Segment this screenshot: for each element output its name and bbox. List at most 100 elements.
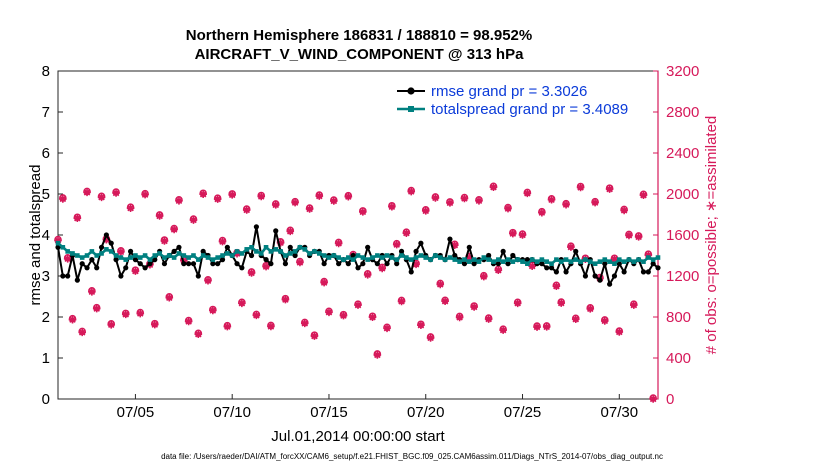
obs-assimilated-point <box>557 299 566 307</box>
spread-point <box>181 253 187 258</box>
spread-point <box>520 259 525 264</box>
spread-point <box>196 257 201 262</box>
obs-assimilated-point <box>165 293 174 302</box>
rmse-point <box>355 265 361 271</box>
x-tick-label: 07/05 <box>117 404 155 421</box>
obs-assimilated-point <box>625 231 633 240</box>
rmse-point <box>650 261 656 267</box>
spread-point <box>573 257 579 262</box>
rmse-point <box>132 257 139 263</box>
obs-assimilated-point <box>204 276 212 285</box>
rmse-point <box>137 261 143 267</box>
spread-point <box>631 259 637 264</box>
rmse-point <box>611 273 618 279</box>
rmse-point <box>200 248 206 254</box>
obs-assimilated-point <box>634 233 643 241</box>
rmse-point <box>118 273 124 279</box>
obs-assimilated-point <box>383 324 391 333</box>
right-tick-label: 800 <box>666 309 691 326</box>
spread-point <box>442 257 448 262</box>
spread-point <box>636 257 641 262</box>
spread-point <box>471 257 477 262</box>
obs-assimilated-point <box>54 236 62 245</box>
spread-point <box>404 255 409 260</box>
rmse-point <box>161 261 168 267</box>
spread-point <box>515 257 520 262</box>
rmse-point <box>292 252 298 259</box>
obs-assimilated-point <box>412 260 420 269</box>
spread-point <box>616 257 622 262</box>
rmse-point <box>98 244 105 250</box>
rmse-point <box>239 265 245 271</box>
obs-assimilated-point <box>388 202 396 211</box>
rmse-point <box>195 273 201 279</box>
legend-rmse: rmse grand pr = 3.3026 <box>431 83 587 100</box>
rmse-point <box>321 261 327 267</box>
right-tick-label: 400 <box>666 350 691 367</box>
rmse-point <box>234 261 240 267</box>
spread-point <box>162 255 167 260</box>
spread-point <box>481 255 487 260</box>
obs-assimilated-point <box>610 255 619 263</box>
obs-count-series <box>54 182 657 403</box>
spread-point <box>641 259 646 264</box>
spread-point <box>486 257 491 262</box>
spread-point <box>447 255 453 260</box>
left-tick-label: 8 <box>42 63 50 80</box>
spread-point <box>476 259 482 264</box>
rmse-point <box>495 261 501 267</box>
obs-assimilated-point <box>68 315 77 324</box>
data-file-footer: data file: /Users/raeder/DAI/ATM_forcXX/… <box>161 452 663 461</box>
rmse-point <box>142 265 148 271</box>
x-tick-label: 07/10 <box>213 404 251 421</box>
rmse-point <box>573 248 579 254</box>
rmse-point <box>398 248 405 254</box>
obs-assimilated-point <box>513 299 522 308</box>
obs-assimilated-point <box>83 188 91 197</box>
rmse-point <box>471 261 477 267</box>
obs-assimilated-point <box>300 319 309 328</box>
spread-point <box>529 257 535 262</box>
obs-assimilated-point <box>238 299 246 308</box>
spread-point <box>370 255 375 260</box>
spread-point <box>365 257 370 262</box>
obs-assimilated-point <box>378 264 386 273</box>
spread-point <box>452 257 458 262</box>
spread-point <box>491 259 496 264</box>
spread-point <box>321 253 327 258</box>
obs-assimilated-point <box>431 194 440 202</box>
obs-assimilated-point <box>276 238 285 247</box>
spread-point <box>283 253 288 258</box>
obs-assimilated-point <box>78 328 86 337</box>
x-axis-label: Jul.01,2014 00:00:00 start <box>271 428 445 445</box>
obs-assimilated-point <box>112 189 120 197</box>
rmse-point <box>447 236 453 242</box>
rmse-point <box>394 261 400 267</box>
spread-point <box>384 253 390 258</box>
spread-point <box>70 251 75 256</box>
spread-point <box>166 253 172 258</box>
obs-assimilated-point <box>533 323 541 331</box>
x-tick-label: 07/25 <box>504 404 542 421</box>
spread-point <box>191 253 196 258</box>
spread-point <box>297 245 303 250</box>
obs-assimilated-point <box>160 237 169 245</box>
left-axis-label: rmse and totalspread <box>27 165 44 306</box>
spread-point <box>89 249 95 254</box>
obs-assimilated-point <box>339 311 348 320</box>
spread-point <box>123 257 129 262</box>
spread-point <box>176 251 182 256</box>
obs-assimilated-point <box>92 304 101 313</box>
rmse-point <box>452 252 458 259</box>
rmse-point <box>248 252 255 259</box>
rmse-point <box>582 273 589 279</box>
rmse-point <box>621 269 627 275</box>
spread-point <box>437 255 443 260</box>
obs-assimilated-point <box>271 201 280 209</box>
rmse-point <box>268 261 274 267</box>
left-tick-label: 1 <box>42 350 50 367</box>
obs-assimilated-point <box>310 332 319 340</box>
rmse-point <box>210 261 216 267</box>
spread-point <box>302 247 308 252</box>
rmse-point <box>505 261 511 267</box>
